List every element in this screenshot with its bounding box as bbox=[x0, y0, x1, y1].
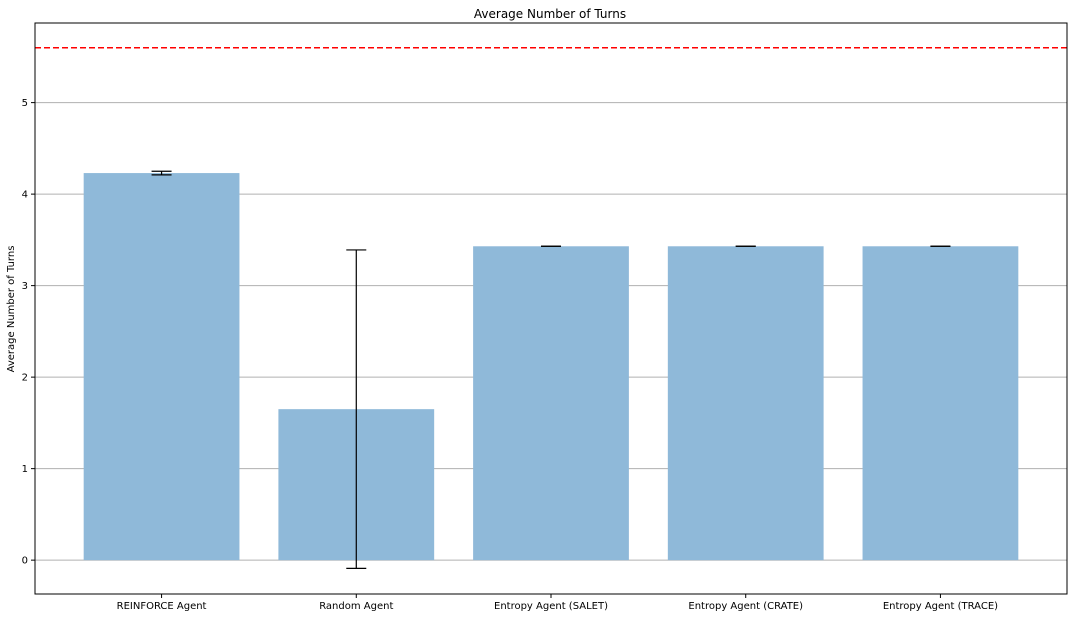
x-tick-label: REINFORCE Agent bbox=[117, 601, 207, 612]
y-tick-label: 1 bbox=[22, 464, 28, 475]
y-tick-label: 3 bbox=[22, 281, 28, 292]
x-tick-label: Entropy Agent (SALET) bbox=[494, 601, 608, 612]
y-tick-label: 4 bbox=[22, 190, 28, 201]
bar bbox=[862, 246, 1019, 561]
bar bbox=[473, 246, 629, 561]
chart-title: Average Number of Turns bbox=[474, 7, 626, 21]
y-ticks: 0 1 2 3 4 5 bbox=[22, 98, 35, 567]
y-tick-label: 5 bbox=[22, 98, 28, 109]
y-axis-label: Average Number of Turns bbox=[6, 246, 17, 373]
x-tick-label: Entropy Agent (TRACE) bbox=[883, 601, 998, 612]
bars bbox=[83, 173, 1019, 561]
plot-frame bbox=[34, 22, 1068, 595]
y-tick-label: 0 bbox=[22, 556, 28, 567]
x-ticks: REINFORCE Agent Random Agent Entropy Agent… bbox=[117, 594, 998, 612]
bar bbox=[667, 246, 824, 561]
error-bars bbox=[151, 170, 951, 569]
x-tick-label: Random Agent bbox=[319, 601, 393, 612]
error-bar bbox=[346, 249, 367, 569]
x-tick-label: Entropy Agent (CRATE) bbox=[688, 601, 803, 612]
error-bar bbox=[151, 170, 172, 176]
y-tick-label: 2 bbox=[22, 373, 28, 384]
bar bbox=[83, 173, 240, 561]
